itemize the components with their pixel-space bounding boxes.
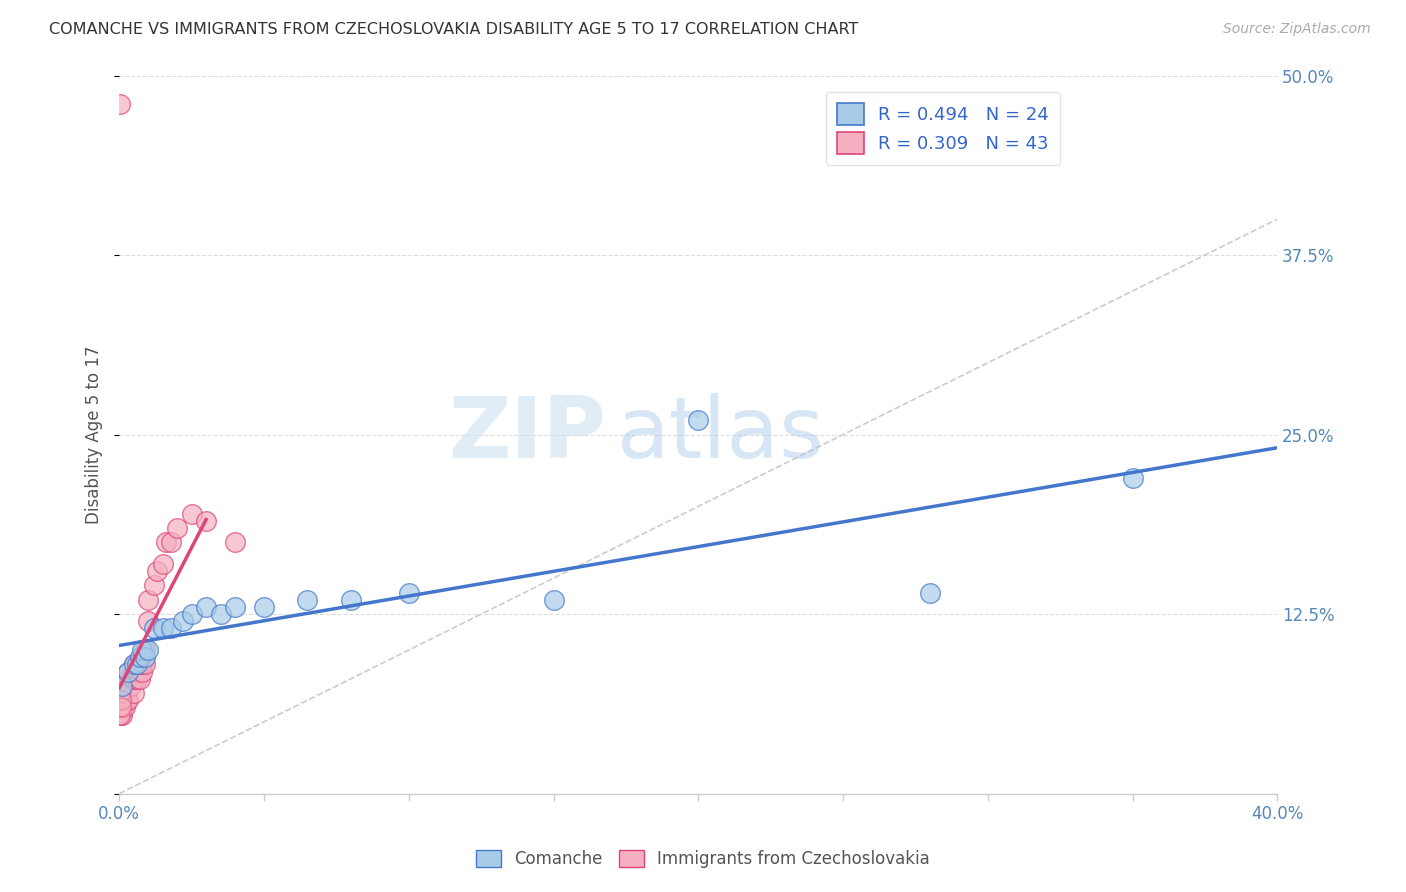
Point: [155, 535, 177, 549]
Point: [120, 672, 142, 686]
Point: [136, 592, 159, 607]
Point: [125, 665, 148, 679]
Point: [110, 686, 132, 700]
Point: [110, 693, 132, 707]
Y-axis label: Disability Age 5 to 17: Disability Age 5 to 17: [86, 345, 103, 524]
Point: [253, 599, 276, 614]
Point: [340, 592, 363, 607]
Point: [195, 599, 218, 614]
Point: [172, 615, 194, 629]
Point: [152, 622, 174, 636]
Point: [146, 564, 169, 578]
Point: [180, 607, 202, 621]
Point: [117, 672, 139, 686]
Point: [108, 693, 131, 707]
Point: [111, 693, 134, 707]
Point: [160, 622, 183, 636]
Point: [110, 693, 132, 707]
Point: [108, 686, 131, 700]
Point: [108, 700, 131, 714]
Point: [110, 693, 132, 707]
Point: [110, 686, 132, 700]
Point: [110, 707, 132, 722]
Legend: Comanche, Immigrants from Czechoslovakia: Comanche, Immigrants from Czechoslovakia: [470, 843, 936, 875]
Point: [918, 585, 941, 599]
Point: [136, 615, 159, 629]
Point: [117, 665, 139, 679]
Point: [131, 665, 153, 679]
Point: [688, 413, 710, 427]
Point: [110, 700, 132, 714]
Point: [128, 650, 150, 665]
Point: [122, 657, 145, 672]
Point: [543, 592, 565, 607]
Point: [111, 679, 134, 693]
Point: [134, 657, 156, 672]
Legend: R = 0.494   N = 24, R = 0.309   N = 43: R = 0.494 N = 24, R = 0.309 N = 43: [825, 92, 1060, 165]
Point: [111, 707, 134, 722]
Point: [131, 643, 153, 657]
Point: [143, 578, 166, 592]
Point: [114, 686, 136, 700]
Text: COMANCHE VS IMMIGRANTS FROM CZECHOSLOVAKIA DISABILITY AGE 5 TO 17 CORRELATION CH: COMANCHE VS IMMIGRANTS FROM CZECHOSLOVAK…: [49, 22, 859, 37]
Point: [108, 707, 131, 722]
Point: [108, 97, 131, 112]
Point: [143, 622, 166, 636]
Point: [120, 679, 142, 693]
Point: [195, 514, 218, 528]
Point: [111, 686, 134, 700]
Point: [160, 535, 183, 549]
Point: [114, 700, 136, 714]
Point: [134, 643, 156, 657]
Point: [128, 657, 150, 672]
Point: [111, 700, 134, 714]
Point: [112, 693, 135, 707]
Point: [117, 665, 139, 679]
Point: [125, 672, 148, 686]
Point: [180, 507, 202, 521]
Point: [128, 672, 150, 686]
Point: [131, 657, 153, 672]
Point: [136, 643, 159, 657]
Text: ZIP: ZIP: [449, 393, 606, 476]
Point: [114, 679, 136, 693]
Point: [166, 521, 188, 535]
Point: [110, 693, 132, 707]
Text: atlas: atlas: [617, 393, 825, 476]
Point: [111, 700, 134, 714]
Point: [108, 700, 131, 714]
Point: [122, 672, 145, 686]
Point: [117, 679, 139, 693]
Point: [398, 585, 420, 599]
Point: [115, 693, 138, 707]
Point: [122, 657, 145, 672]
Point: [108, 700, 131, 714]
Point: [108, 707, 131, 722]
Point: [134, 650, 156, 665]
Point: [125, 657, 148, 672]
Point: [117, 693, 139, 707]
Point: [110, 700, 132, 714]
Point: [209, 607, 232, 621]
Point: [1121, 471, 1143, 485]
Point: [297, 592, 319, 607]
Point: [152, 557, 174, 571]
Point: [122, 686, 145, 700]
Text: Source: ZipAtlas.com: Source: ZipAtlas.com: [1223, 22, 1371, 37]
Point: [224, 535, 246, 549]
Point: [224, 599, 246, 614]
Point: [122, 665, 145, 679]
